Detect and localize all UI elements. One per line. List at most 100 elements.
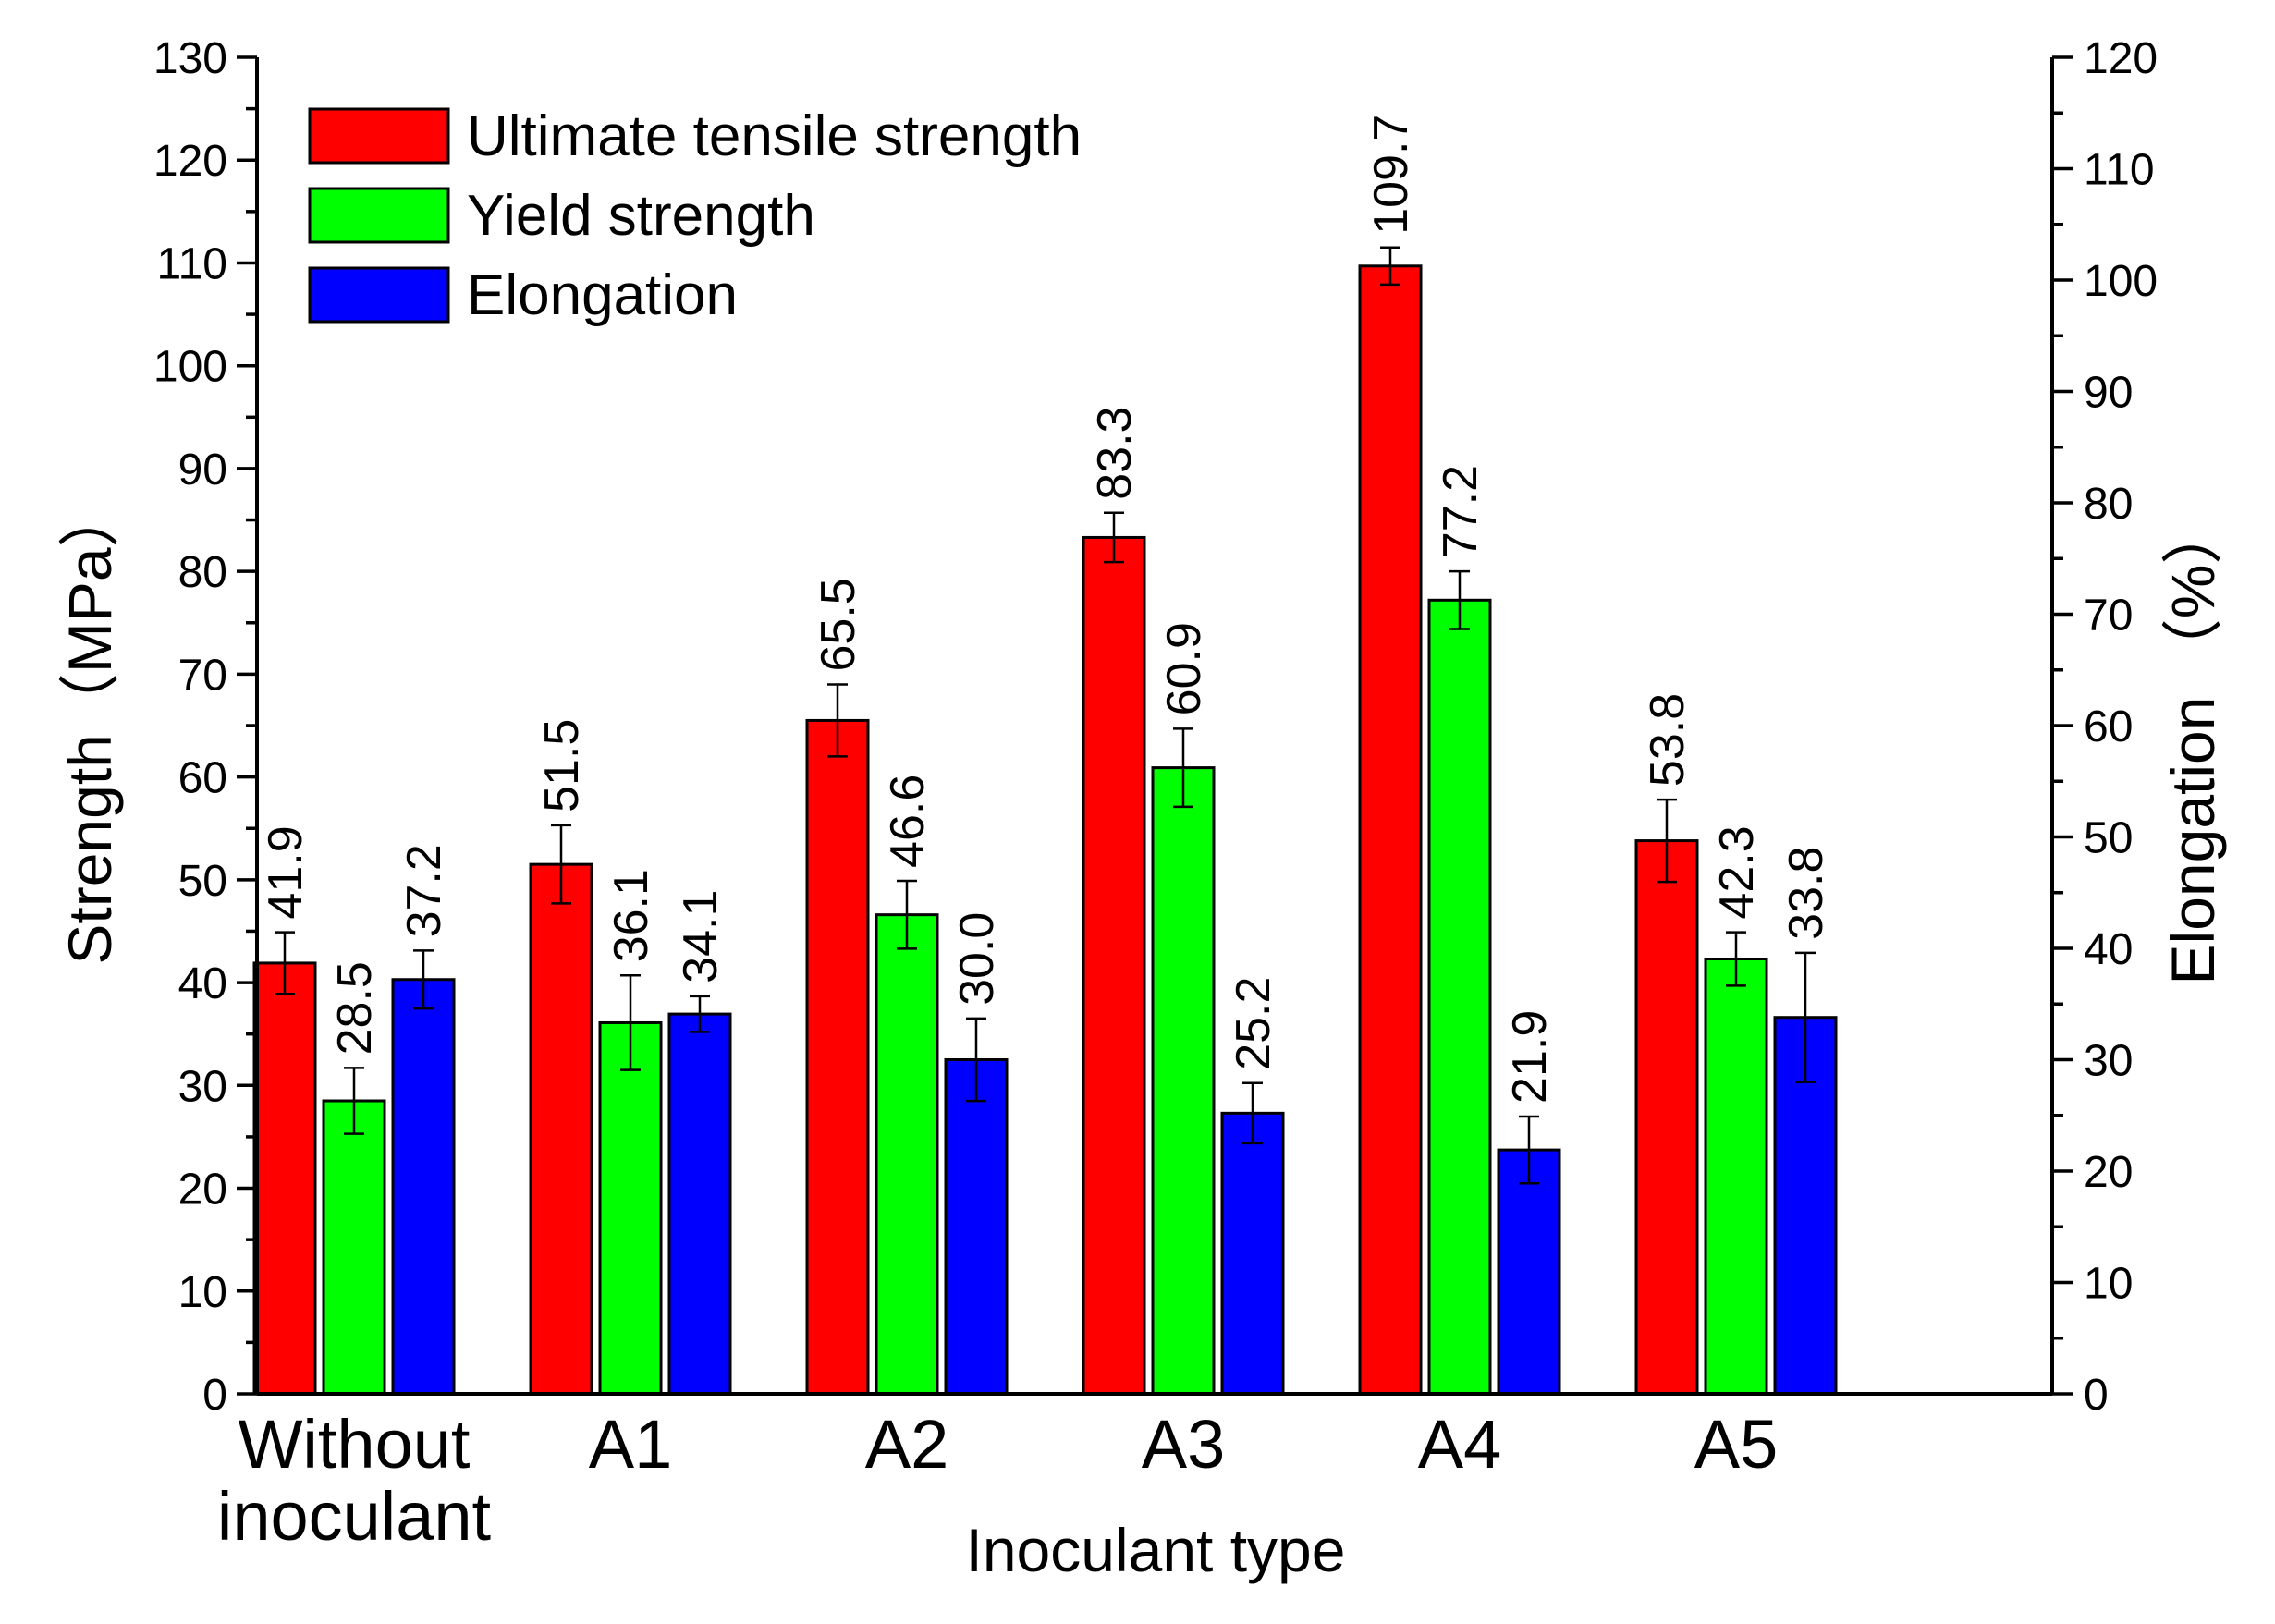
error-bar [1519,1115,1539,1185]
category-label-line: inoculant [217,1478,492,1555]
data-label: 33.8 [1780,847,1833,940]
labels-layer: 41.9 28.5 37.2 51.5 36.1 34.1 65.5 46.6 30.0 83.3… [259,115,1833,1104]
error-bar [1726,931,1746,987]
bars-layer [252,246,1838,1396]
category-label: A3 [1142,1406,1226,1483]
data-label: 41.9 [259,825,312,919]
error-bar [413,949,434,1010]
category-label: Without inoculant [217,1406,492,1555]
bar-yield-strength-2 [875,913,939,1396]
left-tick-label: 30 [178,1062,227,1111]
bar-elongation-0 [391,978,456,1396]
left-axis-title: Strength（MPa） [55,486,124,964]
right-tick-label: 0 [2084,1371,2109,1420]
error-bar [1449,569,1470,630]
data-label: 60.9 [1157,622,1211,715]
bar-ultimate-tensile-strength-3 [1082,535,1146,1396]
bar-ultimate-tensile-strength-0 [252,961,317,1396]
left-tick-label: 110 [156,239,227,288]
category-label-line: Without [239,1406,471,1483]
right-tick-label: 100 [2084,257,2158,306]
legend-label: Ultimate tensile strength [467,104,1082,168]
left-tick-label: 40 [178,959,227,1008]
legend-swatch [308,266,450,324]
error-bar [551,824,571,905]
legend: Ultimate tensile strength Yield strength E… [308,104,1082,327]
left-tick-label: 130 [153,34,227,83]
left-tick-label: 80 [178,548,227,597]
left-tick-label: 50 [178,857,227,906]
left-tick-label: 120 [153,137,227,186]
data-label: 46.6 [881,775,935,868]
left-tick-label: 20 [178,1166,227,1215]
data-label: 77.2 [1434,465,1487,558]
axes-layer: Without inoculant A1 A2 A3 A4 A5 0 10 20 30 40 50 60 7… [55,34,2227,1584]
bar-yield-strength-4 [1427,598,1492,1396]
right-tick-label: 50 [2084,814,2133,863]
category-label-line: A5 [1694,1406,1779,1483]
right-tick-label: 80 [2084,480,2133,529]
left-tick-label: 60 [178,754,227,803]
bar-ultimate-tensile-strength-5 [1634,839,1699,1396]
legend-swatch [308,187,450,244]
error-bar [897,879,917,950]
right-tick-label: 10 [2084,1260,2133,1309]
right-tick-label: 110 [2084,146,2155,195]
error-bar [1795,951,1816,1083]
left-tick-label: 10 [178,1268,227,1317]
category-label-line: A4 [1418,1406,1502,1483]
error-bar [275,931,295,995]
right-tick-label: 40 [2084,925,2133,974]
right-tick-label: 30 [2084,1037,2133,1086]
data-label: 37.2 [398,844,451,937]
error-bar [344,1067,364,1135]
data-label: 28.5 [328,961,382,1055]
data-label: 53.8 [1641,693,1694,787]
category-label-line: A1 [589,1406,673,1483]
right-axis-title: Elongation （%） [2159,504,2227,985]
data-label: 25.2 [1227,977,1280,1070]
right-tick-label: 120 [2084,34,2158,83]
data-label: 34.1 [674,890,728,983]
bar-ultimate-tensile-strength-2 [805,718,870,1396]
error-bar [620,974,641,1071]
legend-label: Yield strength [467,184,815,248]
bar-ultimate-tensile-strength-1 [529,862,593,1396]
data-label: 42.3 [1710,825,1764,919]
error-bar [1657,798,1677,884]
left-tick-label: 90 [178,446,227,495]
data-label: 65.5 [812,578,865,671]
category-label-line: A3 [1142,1406,1226,1483]
bar-yield-strength-0 [322,1099,386,1396]
data-label: 83.3 [1088,407,1142,500]
bar-elongation-1 [667,1012,732,1396]
data-label: 51.5 [535,719,589,812]
bar-yield-strength-3 [1151,766,1216,1396]
bar-elongation-3 [1220,1111,1285,1396]
error-bar [1173,727,1193,809]
left-tick-label: 0 [202,1371,227,1420]
error-bar [690,995,710,1033]
category-label: A2 [865,1406,949,1483]
category-label: A1 [589,1406,673,1483]
bar-elongation-2 [944,1058,1009,1396]
category-label: A5 [1694,1406,1779,1483]
right-tick-label: 70 [2084,592,2133,641]
error-bar [1242,1081,1263,1145]
data-label: 109.7 [1364,115,1418,235]
bar-elongation-4 [1497,1148,1561,1396]
x-axis-title: Inoculant type [966,1516,1346,1584]
right-tick-label: 90 [2084,369,2133,418]
bar-yield-strength-1 [598,1020,663,1396]
legend-swatch [308,107,450,165]
error-bar [1380,246,1400,287]
error-bar [827,683,848,758]
error-bar [966,1017,986,1103]
right-tick-label: 60 [2084,702,2133,751]
error-bar [1104,511,1124,564]
bar-ultimate-tensile-strength-4 [1358,264,1423,1396]
category-label-line: A2 [865,1406,949,1483]
left-tick-label: 70 [178,651,227,700]
data-label: 21.9 [1503,1010,1557,1104]
